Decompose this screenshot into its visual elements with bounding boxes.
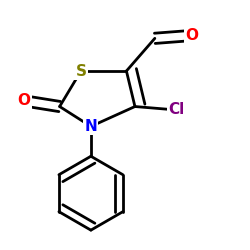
Text: N: N [84, 119, 97, 134]
Text: O: O [18, 93, 30, 108]
Text: O: O [185, 28, 198, 43]
Text: S: S [76, 64, 86, 78]
Text: Cl: Cl [168, 102, 184, 117]
